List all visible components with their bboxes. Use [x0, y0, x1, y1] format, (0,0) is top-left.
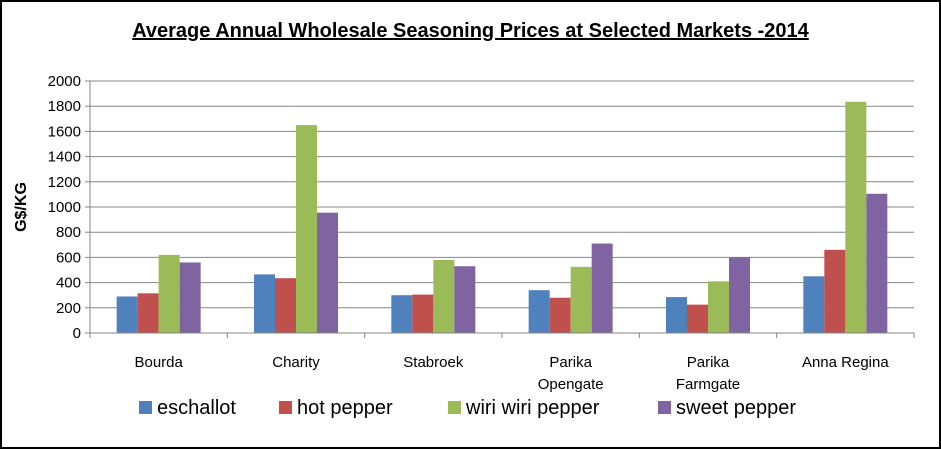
legend-swatch	[139, 401, 152, 414]
bar-hot-pepper	[687, 304, 708, 333]
x-category-label: Parika	[549, 354, 592, 371]
y-tick-label: 1200	[48, 174, 81, 191]
bar-wiri-wiri-pepper	[708, 281, 729, 333]
bar-eschallot	[391, 295, 413, 333]
bar-hot-pepper	[824, 249, 846, 333]
y-tick-label: 0	[73, 325, 81, 342]
chart-title: Average Annual Wholesale Seasoning Price…	[132, 20, 809, 42]
bar-eschallot	[254, 274, 275, 333]
x-category-label: Bourda	[134, 354, 183, 371]
y-tick-label: 400	[56, 275, 81, 292]
bar-eschallot	[666, 297, 687, 333]
x-category-label: Stabroek	[403, 354, 464, 371]
bar-sweet-pepper	[591, 243, 613, 333]
bar-hot-pepper	[549, 297, 571, 333]
x-category-label: Opengate	[538, 376, 604, 393]
y-tick-label: 1600	[48, 123, 81, 140]
y-tick-label: 200	[56, 300, 81, 317]
x-category-label: Charity	[272, 354, 320, 371]
y-tick-label: 800	[56, 224, 81, 241]
bar-sweet-pepper	[454, 266, 476, 333]
legend-label: wiri wiri pepper	[465, 397, 600, 419]
legend-label: sweet pepper	[676, 397, 796, 419]
bar-hot-pepper	[275, 278, 296, 333]
y-tick-label: 600	[56, 249, 81, 266]
x-category-label: Parika	[687, 354, 730, 371]
legend-swatch	[658, 401, 671, 414]
legend-swatch	[279, 401, 292, 414]
x-category-label: Anna Regina	[802, 354, 889, 371]
bar-wiri-wiri-pepper	[845, 101, 867, 333]
legend-label: hot pepper	[297, 397, 393, 419]
y-tick-label: 1000	[48, 199, 81, 216]
bar-sweet-pepper	[729, 257, 750, 333]
y-tick-label: 2000	[48, 73, 81, 90]
bar-wiri-wiri-pepper	[296, 125, 317, 333]
bar-sweet-pepper	[317, 212, 338, 333]
y-tick-label: 1800	[48, 98, 81, 115]
bar-sweet-pepper	[179, 262, 201, 333]
y-axis-title: G$/KG	[13, 182, 30, 232]
bar-wiri-wiri-pepper	[158, 254, 180, 333]
x-category-label: Farmgate	[676, 376, 740, 393]
bar-wiri-wiri-pepper	[433, 259, 455, 333]
bar-hot-pepper	[412, 294, 434, 333]
bar-eschallot	[528, 290, 550, 333]
y-tick-label: 1400	[48, 149, 81, 166]
bar-wiri-wiri-pepper	[570, 266, 592, 333]
bar-eschallot	[116, 296, 138, 333]
bar-sweet-pepper	[866, 193, 888, 333]
legend-swatch	[448, 401, 461, 414]
bar-hot-pepper	[137, 293, 159, 333]
bar-eschallot	[803, 276, 825, 333]
legend-label: eschallot	[157, 397, 236, 419]
